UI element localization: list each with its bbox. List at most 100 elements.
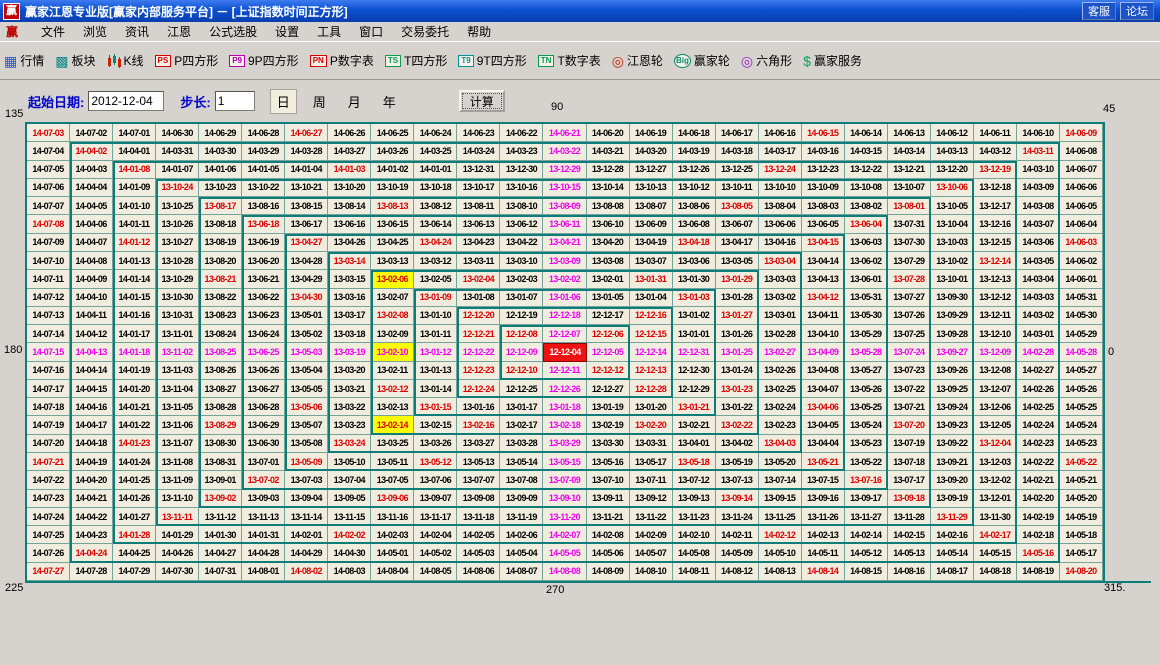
period-option-月[interactable]: 月	[347, 94, 361, 110]
period-option-周[interactable]: 周	[312, 94, 326, 110]
date-cell: 13-01-11	[414, 325, 458, 344]
date-cell: 13-09-28	[930, 325, 974, 344]
date-cell: 14-02-17	[973, 526, 1017, 545]
date-cell: 14-04-13	[70, 343, 114, 362]
date-cell: 13-11-28	[887, 507, 931, 527]
date-cell: 14-07-23	[27, 489, 71, 508]
date-cell: 14-01-30	[199, 526, 243, 545]
date-cell: 13-10-19	[371, 178, 415, 198]
9p-square-icon: P9	[229, 54, 245, 67]
toolbar-item-江恩轮[interactable]: ◎ 江恩轮	[612, 52, 663, 69]
menu-item-公式选股[interactable]: 公式选股	[209, 25, 258, 39]
period-option-年[interactable]: 年	[382, 94, 396, 110]
menu-item-江恩[interactable]: 江恩	[167, 25, 192, 39]
date-cell: 14-08-17	[930, 562, 974, 581]
date-cell: 13-01-29	[715, 270, 759, 289]
toolbar-item-T数字表[interactable]: TN T数字表	[537, 52, 601, 69]
toolbar-item-赢家轮[interactable]: Big 赢家轮	[674, 52, 730, 69]
customer-service-button[interactable]: 客服	[1082, 2, 1116, 20]
blocks-icon: ▩	[55, 52, 69, 69]
toolbar-item-六角形[interactable]: ◎ 六角形	[741, 52, 792, 69]
date-cell: 12-12-26	[543, 379, 587, 399]
date-cell: 14-03-23	[500, 142, 544, 161]
toolbar-item-9P四方形[interactable]: P9 9P四方形	[229, 52, 299, 69]
toolbar-item-行情[interactable]: ▦ 行情	[4, 52, 44, 69]
date-cell: 13-04-21	[543, 233, 587, 252]
menu-item-交易委托[interactable]: 交易委托	[401, 25, 450, 39]
date-cell: 14-03-10	[1016, 160, 1060, 179]
start-date-input[interactable]	[88, 91, 165, 111]
date-cell: 13-05-16	[586, 453, 630, 472]
date-cell: 14-05-23	[1059, 434, 1103, 454]
date-cell: 14-05-28	[1059, 343, 1103, 362]
date-cell: 14-04-01	[113, 142, 157, 161]
toolbar-item-P数字表[interactable]: PN P数字表	[309, 52, 374, 69]
date-cell: 14-02-15	[887, 526, 931, 545]
date-cell: 13-07-07	[457, 471, 501, 490]
date-cell: 13-03-06	[672, 251, 716, 271]
menu-item-文件[interactable]: 文件	[41, 25, 66, 39]
period-option-日[interactable]: 日	[269, 88, 297, 114]
date-cell: 13-01-26	[715, 325, 759, 344]
date-cell: 12-12-11	[543, 361, 587, 380]
date-cell: 13-09-02	[199, 489, 243, 508]
date-cell: 13-06-08	[672, 215, 716, 234]
date-cell: 13-12-23	[801, 160, 845, 179]
date-cell: 14-04-09	[70, 270, 114, 289]
date-cell: 13-05-23	[844, 434, 888, 454]
date-cell: 14-07-10	[27, 251, 71, 271]
calculate-button[interactable]: 计算	[458, 90, 505, 112]
date-cell: 14-04-18	[70, 434, 114, 454]
menu-item-帮助[interactable]: 帮助	[467, 25, 492, 39]
toolbar-item-K线[interactable]: K线	[107, 52, 144, 69]
date-cell: 13-03-22	[328, 398, 372, 417]
date-cell: 13-01-21	[672, 398, 716, 417]
date-cell: 13-07-09	[543, 471, 587, 490]
date-cell: 13-08-15	[285, 197, 329, 216]
menu-item-浏览[interactable]: 浏览	[83, 25, 108, 39]
forum-button[interactable]: 论坛	[1120, 2, 1154, 20]
date-cell: 13-11-06	[156, 416, 200, 435]
menu-item-工具[interactable]: 工具	[317, 25, 342, 39]
date-cell: 14-06-29	[199, 124, 243, 143]
date-cell: 12-12-07	[543, 325, 587, 344]
date-cell: 14-04-07	[70, 233, 114, 252]
date-cell: 13-10-31	[156, 306, 200, 326]
toolbar-item-P四方形[interactable]: PS P四方形	[154, 52, 218, 69]
date-cell: 13-04-18	[672, 233, 716, 252]
date-cell: 13-02-23	[758, 416, 802, 435]
date-cell: 12-12-24	[457, 379, 501, 399]
date-cell: 14-03-08	[1016, 197, 1060, 216]
date-cell: 12-12-27	[586, 379, 630, 399]
date-cell: 13-04-17	[715, 233, 759, 252]
date-cell: 13-02-28	[758, 325, 802, 344]
date-cell: 13-03-09	[543, 251, 587, 271]
date-cell: 13-03-30	[586, 434, 630, 454]
toolbar-item-赢家服务[interactable]: $ 赢家服务	[803, 52, 862, 69]
date-cell: 13-09-07	[414, 489, 458, 508]
date-cell: 13-03-19	[328, 343, 372, 362]
date-cell: 13-06-01	[844, 270, 888, 289]
date-cell: 13-08-08	[586, 197, 630, 216]
date-cell: 14-01-24	[113, 453, 157, 472]
menu-item-资讯[interactable]: 资讯	[125, 25, 150, 39]
toolbar: ▦ 行情 ▩ 板块 K线 PS P四方形 P9 9P四方形 PN P数字表 TS T四方形 T9 9T四方形…	[0, 41, 1160, 80]
date-cell: 13-03-24	[328, 434, 372, 454]
step-input[interactable]	[214, 91, 255, 111]
date-cell: 13-06-05	[801, 215, 845, 234]
date-cell: 14-01-23	[113, 434, 157, 454]
date-cell: 13-06-17	[285, 215, 329, 234]
angle-label-45: 45	[1103, 103, 1116, 115]
date-cell: 13-01-06	[543, 288, 587, 307]
date-cell: 13-03-02	[758, 288, 802, 307]
toolbar-item-板块[interactable]: ▩ 板块	[55, 52, 95, 69]
date-cell: 13-03-20	[328, 361, 372, 380]
menu-item-窗口[interactable]: 窗口	[359, 25, 384, 39]
toolbar-item-9T四方形[interactable]: T9 9T四方形	[458, 52, 527, 69]
menu-item-设置[interactable]: 设置	[275, 25, 300, 39]
date-cell: 13-09-20	[930, 471, 974, 490]
date-cell: 14-06-12	[930, 124, 974, 143]
date-cell: 13-06-20	[242, 251, 286, 271]
toolbar-item-T四方形[interactable]: TS T四方形	[384, 52, 447, 69]
date-cell: 13-07-23	[887, 361, 931, 380]
